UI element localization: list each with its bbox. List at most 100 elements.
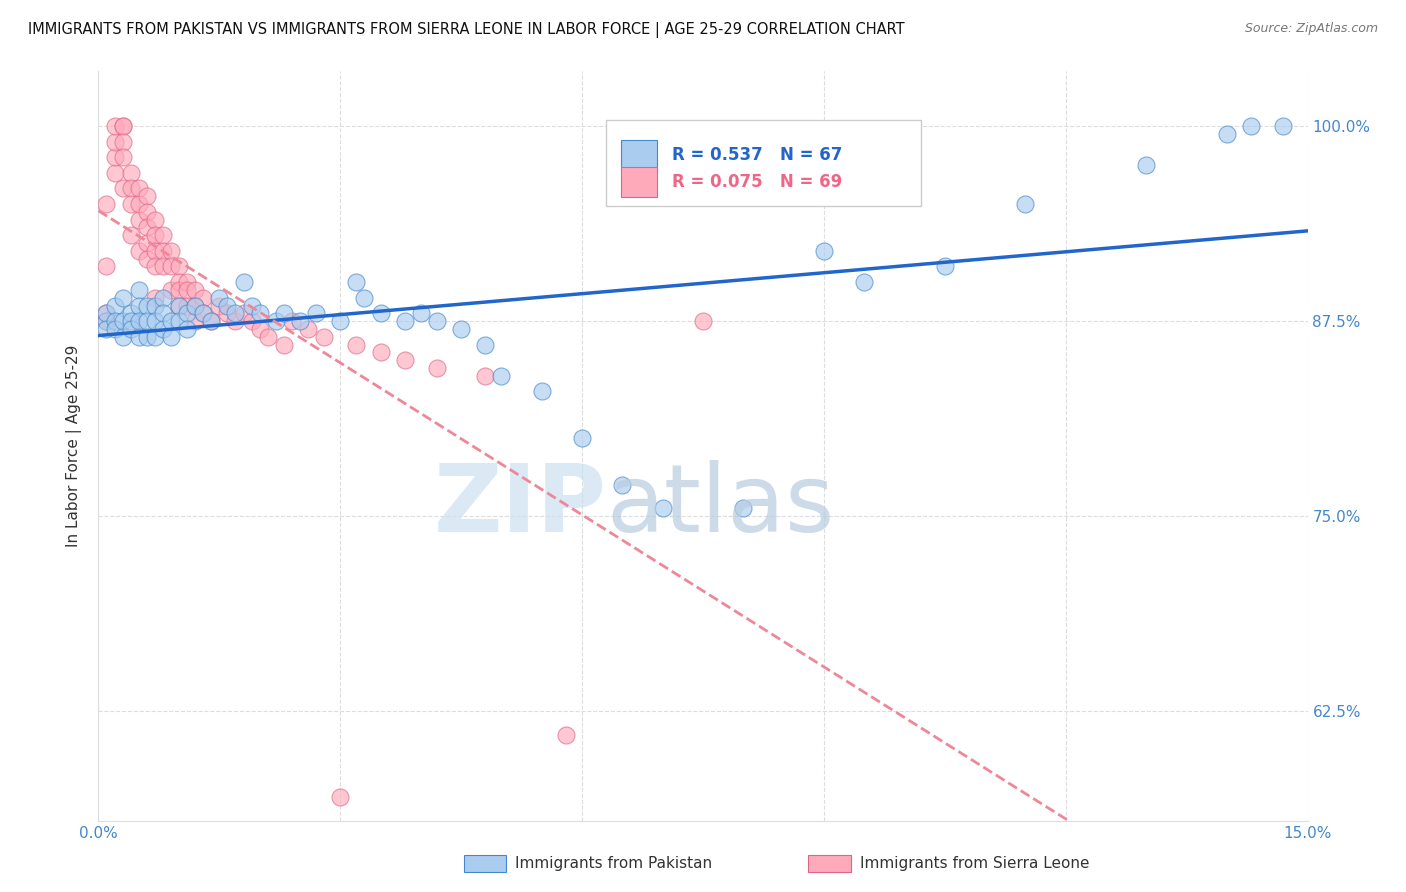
Point — [128, 197, 150, 211]
Point — [176, 275, 198, 289]
Point — [329, 314, 352, 328]
Point — [103, 135, 125, 149]
Point — [167, 260, 190, 274]
Point — [120, 314, 142, 328]
Point — [240, 298, 263, 312]
Point — [450, 322, 472, 336]
Point — [160, 260, 183, 274]
Point — [96, 314, 118, 328]
Point — [1272, 119, 1295, 133]
Point — [305, 306, 328, 320]
Point — [571, 431, 593, 445]
Point — [208, 298, 231, 312]
Point — [1135, 158, 1157, 172]
Point — [200, 314, 222, 328]
Point — [128, 212, 150, 227]
Point — [176, 283, 198, 297]
Point — [409, 306, 432, 320]
Point — [135, 204, 157, 219]
Point — [934, 260, 956, 274]
Point — [96, 306, 118, 320]
Point — [184, 283, 207, 297]
Point — [152, 291, 174, 305]
Point — [96, 306, 118, 320]
Text: ZIP: ZIP — [433, 460, 606, 552]
Point — [103, 322, 125, 336]
Point — [96, 314, 118, 328]
Point — [733, 501, 755, 516]
Point — [217, 306, 239, 320]
Point — [224, 306, 246, 320]
Point — [103, 166, 125, 180]
Point — [111, 181, 134, 195]
Point — [370, 345, 392, 359]
Point — [96, 322, 118, 336]
Text: Immigrants from Sierra Leone: Immigrants from Sierra Leone — [860, 856, 1090, 871]
Point — [426, 314, 449, 328]
Point — [152, 228, 174, 243]
Point — [555, 728, 578, 742]
Point — [370, 306, 392, 320]
Point — [1240, 119, 1263, 133]
Point — [167, 314, 190, 328]
Point — [344, 275, 367, 289]
Point — [344, 337, 367, 351]
Point — [152, 322, 174, 336]
Point — [160, 244, 183, 258]
FancyBboxPatch shape — [621, 139, 657, 169]
Point — [224, 314, 246, 328]
Point — [120, 181, 142, 195]
Point — [200, 314, 222, 328]
Point — [160, 329, 183, 343]
Point — [273, 337, 295, 351]
Point — [160, 314, 183, 328]
Point — [160, 283, 183, 297]
Text: IMMIGRANTS FROM PAKISTAN VS IMMIGRANTS FROM SIERRA LEONE IN LABOR FORCE | AGE 25: IMMIGRANTS FROM PAKISTAN VS IMMIGRANTS F… — [28, 22, 904, 38]
Point — [167, 298, 190, 312]
Point — [152, 306, 174, 320]
Text: R = 0.075   N = 69: R = 0.075 N = 69 — [672, 173, 842, 191]
Point — [135, 235, 157, 250]
Point — [474, 337, 496, 351]
Text: Immigrants from Pakistan: Immigrants from Pakistan — [515, 856, 711, 871]
Point — [135, 314, 157, 328]
Point — [143, 244, 166, 258]
Point — [135, 189, 157, 203]
Point — [167, 275, 190, 289]
FancyBboxPatch shape — [621, 167, 657, 197]
Point — [143, 212, 166, 227]
Point — [128, 181, 150, 195]
Point — [120, 228, 142, 243]
Point — [128, 244, 150, 258]
Point — [288, 314, 311, 328]
Point — [176, 298, 198, 312]
Point — [143, 260, 166, 274]
Point — [232, 306, 254, 320]
Point — [281, 314, 304, 328]
Point — [128, 314, 150, 328]
Point — [128, 298, 150, 312]
Point — [208, 291, 231, 305]
Point — [193, 306, 215, 320]
Point — [651, 501, 673, 516]
Point — [143, 291, 166, 305]
Point — [103, 298, 125, 312]
Point — [143, 228, 166, 243]
Point — [256, 329, 278, 343]
Point — [111, 291, 134, 305]
Point — [111, 150, 134, 164]
Point — [111, 135, 134, 149]
Point — [135, 252, 157, 266]
Point — [193, 306, 215, 320]
Point — [184, 314, 207, 328]
Point — [184, 298, 207, 312]
Point — [128, 283, 150, 297]
Point — [111, 329, 134, 343]
Point — [152, 260, 174, 274]
Point — [176, 322, 198, 336]
Point — [111, 119, 134, 133]
Point — [394, 314, 416, 328]
Point — [152, 244, 174, 258]
Point — [184, 298, 207, 312]
Point — [135, 298, 157, 312]
